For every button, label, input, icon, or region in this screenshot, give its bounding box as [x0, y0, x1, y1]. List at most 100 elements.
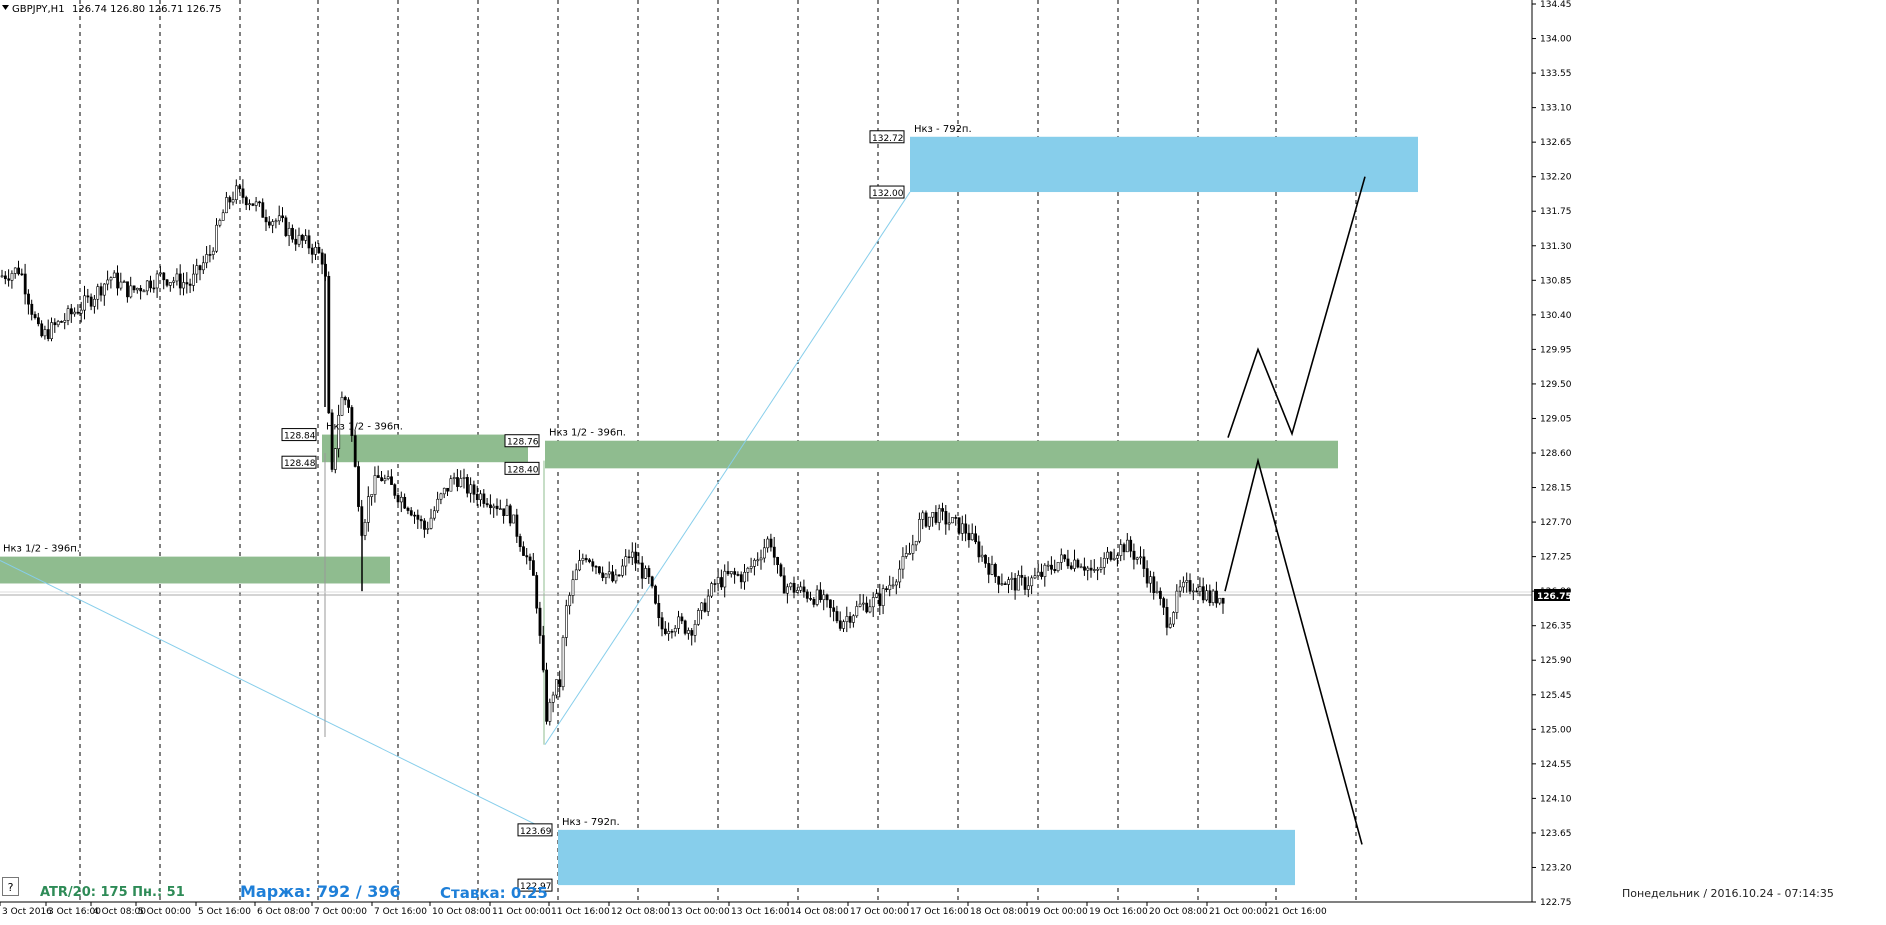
rate-indicator: Ставка: 0.25	[440, 884, 548, 902]
candle-body	[1211, 590, 1215, 603]
current-price-box	[1534, 588, 1570, 601]
candle-body	[733, 571, 737, 575]
time-tick-label: 19 Oct 16:00	[1089, 907, 1148, 917]
candle-body	[264, 217, 268, 223]
candle-body	[522, 546, 525, 556]
candle-body	[284, 217, 288, 236]
candle-body	[967, 532, 971, 541]
candle-body	[188, 283, 192, 286]
candle-body	[310, 247, 314, 255]
candle-body	[1165, 607, 1169, 628]
candle-body	[1168, 623, 1172, 628]
candle-body	[96, 286, 100, 300]
price-tick-label: 122.75	[1540, 898, 1572, 908]
candle-body	[551, 694, 555, 703]
candle-body	[1036, 571, 1040, 576]
candle-body	[828, 599, 832, 609]
price-tick-label: 127.25	[1540, 553, 1572, 563]
candle-body	[4, 275, 7, 280]
candle-body	[1010, 577, 1014, 580]
candle-body	[947, 522, 951, 525]
candle-body	[482, 493, 486, 504]
candle-body	[1030, 577, 1034, 587]
candle-body	[584, 558, 588, 561]
candle-body	[1182, 581, 1185, 588]
time-tick-label: 3 Oct 2016	[2, 907, 52, 917]
candle-body	[376, 475, 380, 478]
candle-body	[571, 579, 575, 596]
candle-body	[1126, 539, 1129, 553]
zone-price-box	[281, 455, 317, 469]
menu-triangle-icon[interactable]	[2, 5, 9, 10]
candle-body	[693, 623, 697, 636]
candle-body	[416, 514, 420, 520]
candle-body	[152, 287, 156, 290]
price-tick-label: 134.00	[1540, 35, 1572, 45]
candle-body	[195, 265, 199, 275]
candle-body	[894, 581, 898, 586]
candle-body	[1106, 551, 1110, 559]
candle-body	[386, 476, 390, 480]
candle-body	[1007, 579, 1011, 585]
projection-lines	[1224, 176, 1366, 845]
candle-body	[901, 556, 905, 570]
candle-body	[333, 448, 337, 470]
candle-body	[1050, 564, 1053, 570]
candle-body	[650, 576, 654, 587]
candle-body	[254, 201, 258, 206]
candle-body	[258, 201, 261, 204]
candle-body	[330, 412, 334, 470]
candle-body	[462, 477, 466, 479]
candle-body	[885, 588, 888, 590]
candle-body	[93, 298, 96, 307]
candle-body	[1066, 558, 1070, 567]
candle-body	[383, 478, 387, 482]
price-tick-label: 128.60	[1540, 449, 1572, 459]
time-tick-label: 7 Oct 16:00	[374, 907, 427, 917]
candle-body	[495, 505, 499, 510]
candle-body	[20, 273, 24, 276]
candle-body	[182, 282, 186, 289]
candle-body	[366, 496, 370, 523]
candle-body	[1000, 583, 1004, 585]
price-tick-label: 129.05	[1540, 414, 1572, 424]
candle-body	[145, 280, 149, 292]
candle-body	[7, 278, 11, 281]
current-price-label: 126.75	[1537, 592, 1572, 602]
time-tick-label: 7 Oct 00:00	[314, 907, 367, 917]
candle-body	[1149, 576, 1152, 584]
candle-body	[914, 540, 918, 546]
candle-body	[155, 273, 159, 289]
candle-body	[799, 586, 803, 591]
zone-label: Нкз - 792п.	[562, 817, 620, 828]
candle-body	[469, 484, 473, 494]
candle-body	[205, 254, 209, 264]
candle-body	[60, 321, 63, 323]
candle-body	[845, 616, 849, 622]
candle-body	[357, 466, 360, 507]
candle-body	[934, 512, 938, 523]
candle-body	[46, 329, 50, 339]
candle-body	[70, 308, 73, 315]
candle-body	[861, 602, 865, 605]
price-tick-label: 124.55	[1540, 760, 1572, 770]
candle-body	[442, 487, 446, 495]
candle-body	[904, 553, 908, 557]
candle-body	[779, 564, 783, 577]
help-button[interactable]: ?	[2, 877, 19, 896]
candle-body	[852, 615, 855, 623]
time-tick-label: 12 Oct 08:00	[611, 907, 670, 917]
candle-body	[611, 571, 615, 582]
candle-body	[578, 560, 582, 571]
candle-body	[294, 238, 298, 245]
candle-body	[822, 594, 826, 600]
candle-body	[637, 562, 641, 565]
candle-body	[1218, 597, 1222, 604]
price-tick-label: 127.70	[1540, 518, 1572, 528]
candle-body	[756, 559, 760, 562]
time-tick-label: 3 Oct 16:00	[48, 907, 101, 917]
candle-body	[871, 597, 875, 608]
candle-body	[317, 246, 321, 254]
